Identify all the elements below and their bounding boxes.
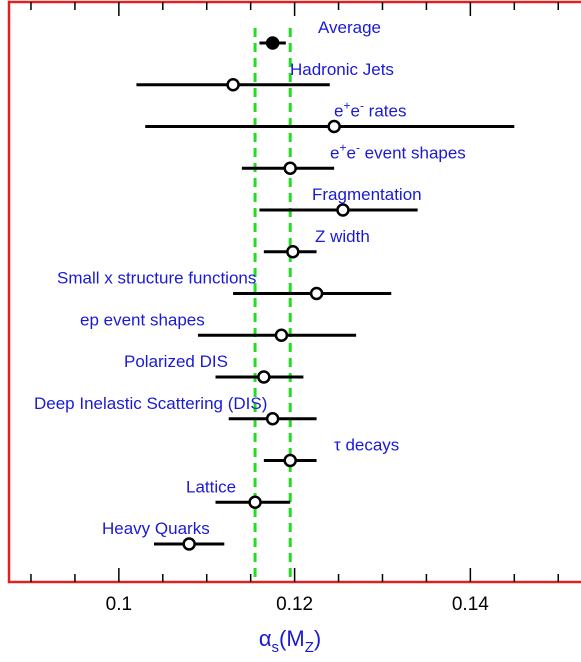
measurement-label: Polarized DIS <box>124 352 228 371</box>
data-point <box>145 119 515 134</box>
x-tick-label: 0.12 <box>276 594 313 615</box>
open-marker <box>274 328 289 342</box>
open-marker <box>283 161 297 175</box>
data-point <box>228 412 317 426</box>
open-marker <box>309 286 324 301</box>
data-point <box>241 161 335 175</box>
data-point <box>136 78 330 92</box>
x-axis-label-paren-close: ) <box>314 626 321 651</box>
open-marker <box>283 453 297 468</box>
measurement-label: e+e- event shapes <box>330 140 466 162</box>
open-marker <box>327 119 341 134</box>
data-point <box>233 286 392 301</box>
x-axis-ticks: 0.1 0.12 0.14 <box>30 2 559 615</box>
data-point <box>263 245 317 259</box>
filled-marker <box>265 36 280 50</box>
data-point <box>259 36 286 50</box>
measurement-label: Average <box>318 18 381 37</box>
measurement-label: Small x structure functions <box>57 269 256 288</box>
measurement-label: Hadronic Jets <box>290 60 394 79</box>
data-point <box>215 370 304 384</box>
error-bars <box>136 36 515 551</box>
open-marker <box>257 370 271 384</box>
x-axis-label: αs(MZ) <box>259 626 321 656</box>
data-point <box>154 537 225 551</box>
measurement-label: e+e- rates <box>334 99 406 121</box>
open-marker <box>226 78 240 92</box>
x-tick-label: 0.14 <box>452 594 489 615</box>
x-axis-label-sub2: Z <box>305 639 314 656</box>
x-axis-label-paren-open: (M <box>279 626 305 651</box>
open-marker <box>182 537 196 551</box>
open-marker <box>336 203 350 217</box>
data-point <box>197 328 357 342</box>
measurement-label: ep event shapes <box>80 310 205 329</box>
measurement-label: τ decays <box>334 436 399 455</box>
average-band <box>253 28 292 582</box>
open-marker <box>248 495 262 509</box>
data-point <box>215 495 291 509</box>
measurement-label: Fragmentation <box>312 185 422 204</box>
measurement-label: Heavy Quarks <box>102 519 210 538</box>
open-marker <box>286 245 300 259</box>
data-point <box>259 203 418 217</box>
measurement-label: Z width <box>315 227 370 246</box>
x-axis-label-main: α <box>259 626 272 651</box>
plot-frame <box>7 0 581 584</box>
open-marker <box>265 412 280 426</box>
x-axis-label-sub1: s <box>272 639 280 656</box>
data-point <box>263 453 317 468</box>
measurement-label: Deep Inelastic Scattering (DIS) <box>34 394 267 413</box>
measurement-labels: Average Hadronic Jets e+e- rates e+e- event… <box>34 18 466 538</box>
measurement-label: Lattice <box>186 477 236 496</box>
x-tick-label: 0.1 <box>106 594 132 615</box>
